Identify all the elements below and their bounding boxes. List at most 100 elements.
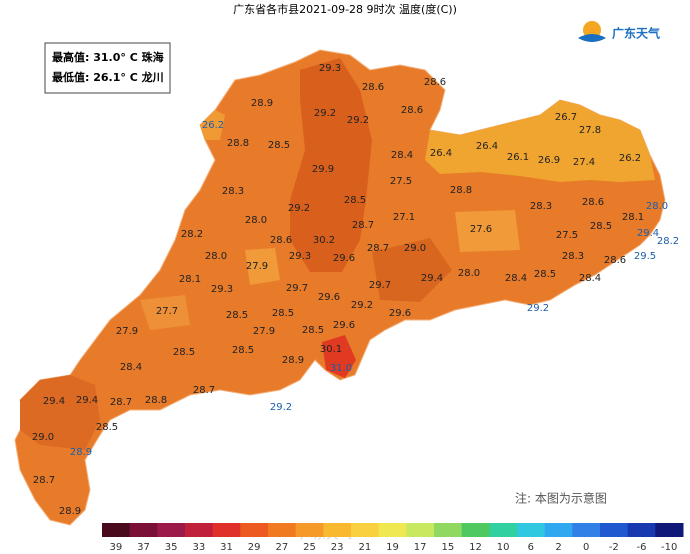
temperature-label: 28.0 [205, 251, 227, 262]
temperature-label: 28.1 [622, 212, 644, 223]
scale-label: 17 [414, 542, 427, 553]
region-warm [290, 58, 372, 272]
scale-label: -10 [661, 542, 677, 553]
scale-label: 12 [469, 542, 482, 553]
temperature-label: 28.8 [145, 395, 167, 406]
scale-swatch [406, 523, 435, 537]
temperature-label: 29.0 [32, 432, 54, 443]
temperature-label: 28.8 [450, 185, 472, 196]
scale-swatch [212, 523, 241, 537]
temperature-label: 31.0 [330, 363, 352, 374]
temperature-label: 29.9 [312, 164, 334, 175]
temperature-label: 29.5 [634, 251, 656, 262]
temperature-label: 27.1 [393, 212, 415, 223]
temperature-label: 28.5 [268, 140, 290, 151]
scale-swatch [185, 523, 214, 537]
logo-icon [578, 34, 606, 42]
scale-label: 0 [583, 542, 589, 553]
temperature-label: 29.3 [289, 251, 311, 262]
temperature-label: 28.5 [96, 422, 118, 433]
region-cool [200, 110, 225, 140]
scale-label: 23 [331, 542, 344, 553]
temperature-label: 26.4 [430, 148, 452, 159]
scale-swatch [600, 523, 629, 537]
temperature-label: 29.2 [347, 115, 369, 126]
logo-text: 广东天气 [612, 26, 660, 41]
temperature-label: 26.1 [507, 152, 529, 163]
region-cool [425, 100, 655, 182]
temperature-label: 28.5 [226, 310, 248, 321]
scale-label: 37 [137, 542, 150, 553]
temperature-label: 29.6 [333, 253, 355, 264]
scale-swatch [572, 523, 601, 537]
scale-label: 10 [497, 542, 510, 553]
info-min: 最低值: 26.1° C 龙川 [52, 70, 164, 84]
temperature-label: 29.4 [43, 396, 65, 407]
temperature-label: 27.9 [246, 261, 268, 272]
temperature-label: 28.6 [604, 255, 626, 266]
temperature-label: 28.8 [227, 138, 249, 149]
temperature-label: 28.4 [505, 273, 527, 284]
temperature-label: 28.7 [193, 385, 215, 396]
title: 广东省各市县2021-09-28 9时次 温度(度(C)) [233, 2, 457, 16]
temperature-label: 28.7 [352, 220, 374, 231]
temperature-label: 30.2 [313, 235, 335, 246]
temperature-label: 28.5 [534, 269, 556, 280]
temperature-label: 27.7 [156, 306, 178, 317]
temperature-label: 28.9 [282, 355, 304, 366]
scale-swatch [351, 523, 380, 537]
temperature-label: 29.2 [527, 303, 549, 314]
temperature-label: 29.6 [389, 308, 411, 319]
temperature-label: 28.0 [458, 268, 480, 279]
scale-swatch [461, 523, 490, 537]
scale-swatch [517, 523, 546, 537]
scale-swatch [655, 523, 684, 537]
temperature-label: 29.2 [351, 300, 373, 311]
temperature-label: 28.5 [232, 345, 254, 356]
temperature-label: 28.6 [424, 77, 446, 88]
note: 注: 本图为示意图 [515, 491, 607, 506]
temperature-label: 28.6 [582, 197, 604, 208]
scale-label: 15 [441, 542, 454, 553]
temperature-label: 28.5 [302, 325, 324, 336]
region-mild [455, 210, 520, 252]
scale-swatch [157, 523, 186, 537]
temperature-label: 26.2 [619, 153, 641, 164]
temperature-label: 26.7 [555, 112, 577, 123]
region-hot [322, 335, 356, 378]
region-warm [20, 375, 100, 450]
temperature-label: 28.9 [59, 506, 81, 517]
scale-swatch [489, 523, 518, 537]
temperature-label: 26.9 [538, 155, 560, 166]
temperature-label: 29.4 [421, 273, 443, 284]
temperature-label: 28.5 [590, 221, 612, 232]
scale-label: 25 [303, 542, 316, 553]
scale-swatch [323, 523, 352, 537]
scale-label: 29 [248, 542, 261, 553]
temperature-label: 28.4 [579, 273, 601, 284]
temperature-label: 28.3 [562, 251, 584, 262]
temperature-label: 29.3 [319, 63, 341, 74]
scale-label: 35 [165, 542, 178, 553]
temperature-label: 29.2 [314, 108, 336, 119]
temperature-label: 28.6 [362, 82, 384, 93]
scale-label: 33 [192, 542, 205, 553]
scale-label: 19 [386, 542, 399, 553]
temperature-label: 27.5 [556, 230, 578, 241]
info-max: 最高值: 31.0° C 珠海 [52, 50, 164, 64]
temperature-label: 26.4 [476, 141, 498, 152]
temperature-label: 28.4 [120, 362, 142, 373]
temperature-label: 28.9 [251, 98, 273, 109]
scale-label: -2 [609, 542, 619, 553]
scale-label: 27 [275, 542, 288, 553]
temperature-label: 29.2 [270, 402, 292, 413]
scale-swatch [295, 523, 324, 537]
temperature-label: 28.7 [33, 475, 55, 486]
temperature-label: 28.6 [270, 235, 292, 246]
scale-swatch [268, 523, 297, 537]
temperature-label: 29.7 [286, 283, 308, 294]
temperature-label: 29.3 [211, 284, 233, 295]
temperature-label: 28.0 [245, 215, 267, 226]
region-mild [245, 248, 280, 285]
